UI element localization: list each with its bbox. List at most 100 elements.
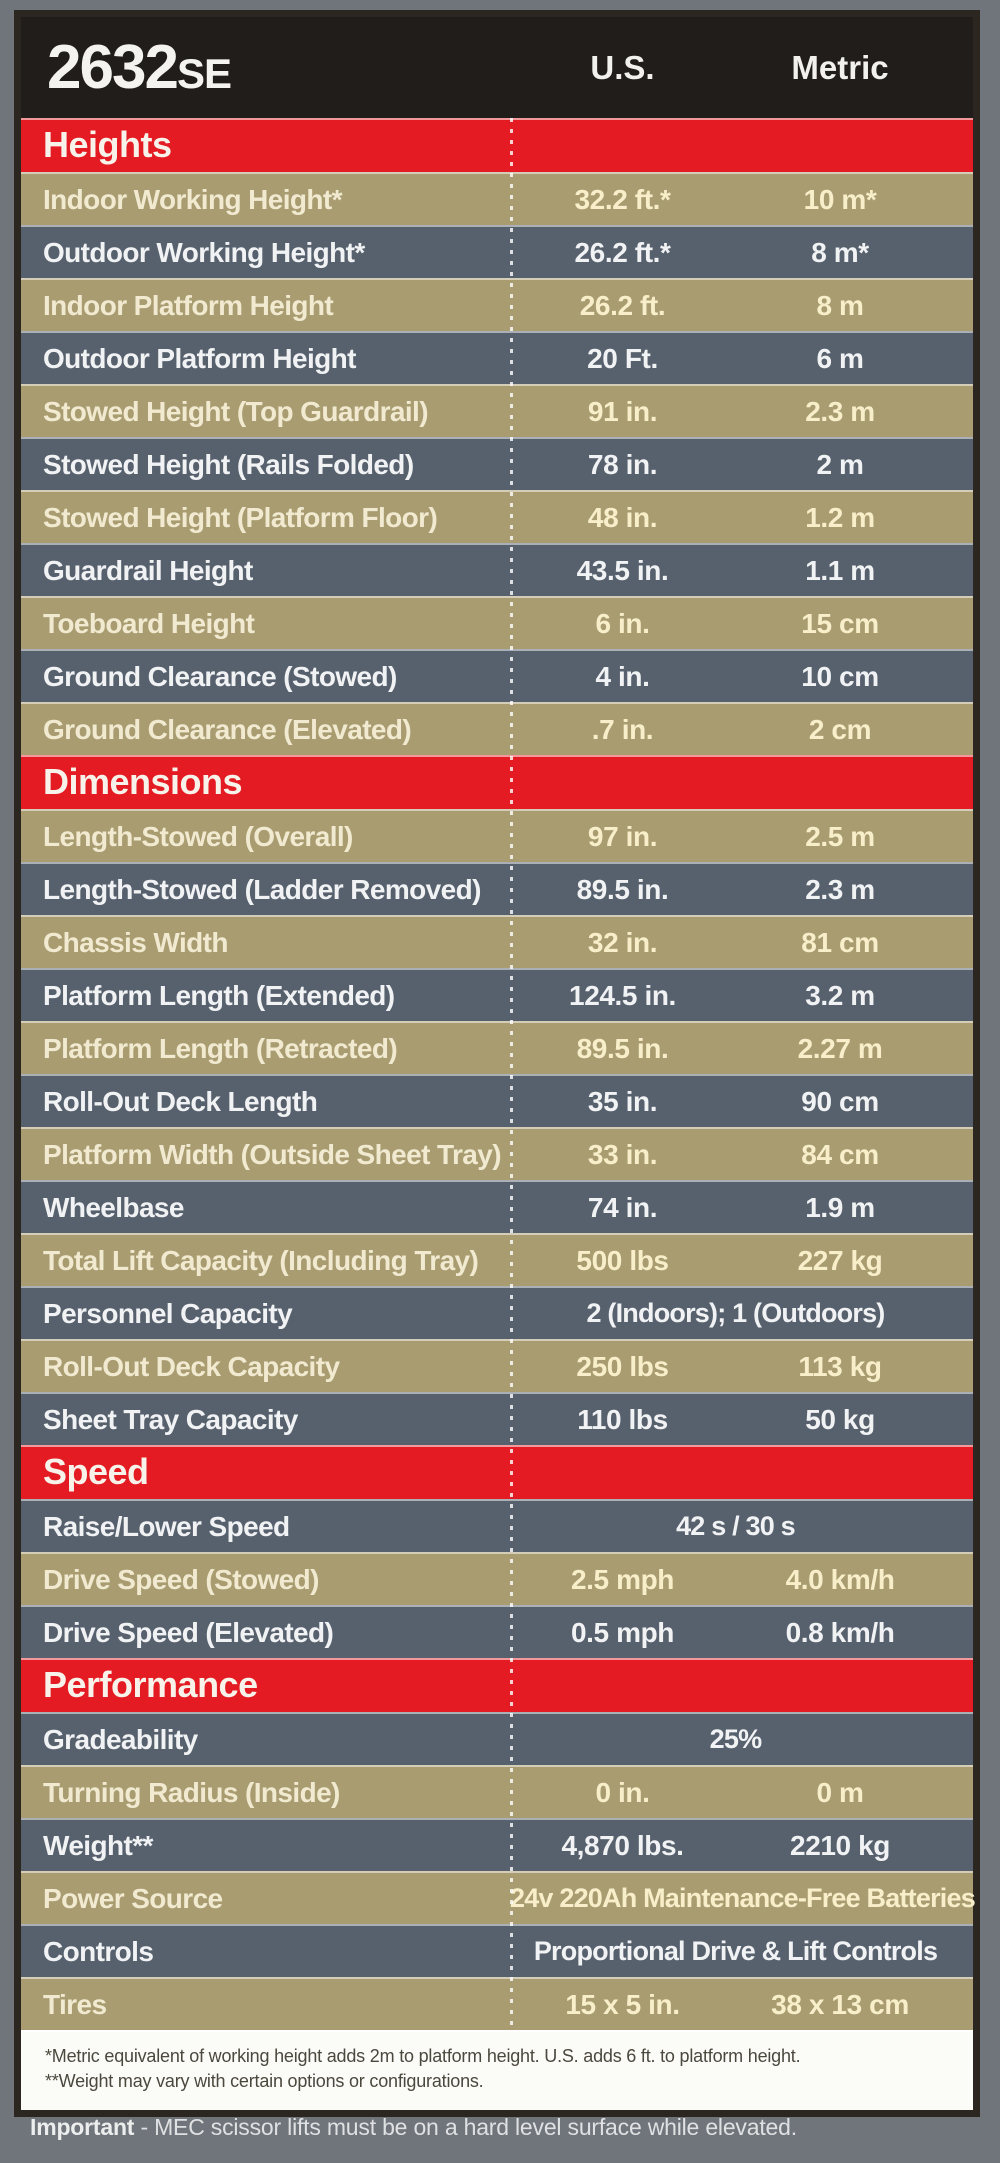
combined-value: 42 s / 30 s (676, 1511, 796, 1541)
us-value: 0 in. (595, 1776, 650, 1808)
spec-label: Stowed Height (Top Guardrail) (43, 395, 429, 427)
metric-value: 1.9 m (805, 1191, 875, 1223)
combined-value: Proportional Drive & Lift Controls (533, 1936, 938, 1966)
spec-label: Roll-Out Deck Length (43, 1085, 318, 1117)
metric-value: 6 m (816, 342, 864, 374)
column-header-metric: Metric (791, 48, 889, 86)
metric-value: 10 cm (801, 660, 879, 692)
spec-label: Stowed Height (Rails Folded) (43, 448, 414, 480)
combined-value: 2 (Indoors); 1 (Outdoors) (586, 1298, 886, 1328)
spec-label: Gradeability (43, 1723, 198, 1755)
us-value: 35 in. (587, 1085, 658, 1117)
metric-value: 2.5 m (805, 820, 875, 852)
footnote-working-height: *Metric equivalent of working height add… (45, 2046, 801, 2066)
us-value: 250 lbs (576, 1350, 669, 1382)
metric-value: 84 cm (801, 1138, 879, 1170)
metric-value: 0 m (816, 1776, 864, 1808)
column-header-us: U.S. (590, 48, 655, 86)
spec-label: Platform Length (Retracted) (43, 1032, 398, 1064)
footnote-weight: **Weight may vary with certain options o… (45, 2071, 484, 2092)
metric-value: 2.27 m (797, 1032, 883, 1064)
spec-label: Platform Length (Extended) (43, 979, 395, 1011)
spec-row: Raise/Lower Speed 42 s / 30 s (21, 1499, 973, 1552)
metric-value: 2210 kg (790, 1829, 890, 1861)
us-value: 6 in. (595, 607, 650, 639)
spec-row: Chassis Width 32 in. 81 cm (21, 915, 973, 968)
spec-row: Total Lift Capacity (Including Tray) 500 … (21, 1233, 973, 1286)
spec-row: Ground Clearance (Elevated) .7 in. 2 cm (21, 702, 973, 755)
us-value: 124.5 in. (569, 979, 676, 1011)
spec-row: Platform Length (Retracted) 89.5 in. 2.27 … (21, 1021, 973, 1074)
metric-value: 113 kg (798, 1350, 882, 1382)
spec-label: Power Source (43, 1882, 223, 1914)
metric-value: 50 kg (805, 1403, 875, 1435)
metric-value: 1.2 m (805, 501, 875, 533)
spec-row: Indoor Platform Height 26.2 ft. 8 m (21, 278, 973, 331)
spec-label: Sheet Tray Capacity (43, 1403, 298, 1435)
metric-value: 4.0 km/h (785, 1563, 895, 1595)
spec-row: Gradeability 25% (21, 1712, 973, 1765)
important-note: Important - MEC scissor lifts must be on… (30, 2114, 797, 2141)
us-value: 91 in. (587, 395, 658, 427)
important-text: - MEC scissor lifts must be on a hard le… (140, 2114, 797, 2140)
us-value: 15 x 5 in. (565, 1988, 680, 2020)
section-header-performance: Performance (21, 1658, 973, 1712)
important-label: Important (30, 2114, 135, 2140)
us-value: 43.5 in. (576, 554, 669, 586)
us-value: 32.2 ft.* (574, 183, 671, 215)
spec-row: Tires 15 x 5 in. 38 x 13 cm (21, 1977, 973, 2030)
spec-label: Indoor Working Height* (43, 183, 343, 215)
metric-value: 8 m (816, 289, 864, 321)
us-value: 500 lbs (576, 1244, 669, 1276)
spec-label: Outdoor Working Height* (43, 236, 365, 268)
spec-label: Turning Radius (Inside) (43, 1776, 340, 1808)
spec-row: Controls Proportional Drive & Lift Contro… (21, 1924, 973, 1977)
spec-label: Platform Width (Outside Sheet Tray) (43, 1138, 502, 1170)
spec-label: Length-Stowed (Ladder Removed) (43, 873, 481, 905)
metric-value: 2.3 m (805, 873, 875, 905)
us-value: 33 in. (587, 1138, 658, 1170)
spec-row: Outdoor Platform Height 20 Ft. 6 m (21, 331, 973, 384)
spec-row: Length-Stowed (Ladder Removed) 89.5 in. 2.… (21, 862, 973, 915)
spec-row: Toeboard Height 6 in. 15 cm (21, 596, 973, 649)
us-value: 32 in. (587, 926, 658, 958)
spec-label: Wheelbase (43, 1191, 184, 1223)
spec-row: Platform Length (Extended) 124.5 in. 3.2 m (21, 968, 973, 1021)
spec-label: Length-Stowed (Overall) (43, 820, 353, 852)
model-title: 2632SE (21, 32, 510, 103)
us-value: 20 Ft. (587, 342, 658, 374)
spec-row: Stowed Height (Rails Folded) 78 in. 2 m (21, 437, 973, 490)
spec-row: Roll-Out Deck Capacity 250 lbs 113 kg (21, 1339, 973, 1392)
us-value: 89.5 in. (576, 1032, 669, 1064)
spec-label: Toeboard Height (43, 607, 255, 639)
spec-label: Guardrail Height (43, 554, 253, 586)
spec-label: Outdoor Platform Height (43, 342, 356, 374)
table-body: Heights Indoor Working Height* 32.2 ft.* 10… (21, 118, 976, 2030)
spec-label: Raise/Lower Speed (43, 1510, 290, 1542)
spec-label: Drive Speed (Elevated) (43, 1616, 334, 1648)
metric-value: 81 cm (801, 926, 879, 958)
us-value: .7 in. (591, 713, 654, 745)
metric-value: 15 cm (801, 607, 879, 639)
us-value: 97 in. (587, 820, 658, 852)
spec-label: Weight** (43, 1829, 153, 1861)
section-header-heights: Heights (21, 118, 973, 172)
us-value: 2.5 mph (570, 1563, 674, 1595)
spec-label: Personnel Capacity (43, 1297, 293, 1329)
spec-row: Sheet Tray Capacity 110 lbs 50 kg (21, 1392, 973, 1445)
metric-value: 90 cm (801, 1085, 879, 1117)
spec-label: Ground Clearance (Elevated) (43, 713, 412, 745)
spec-label: Total Lift Capacity (Including Tray) (43, 1244, 479, 1276)
metric-value: 38 x 13 cm (771, 1988, 909, 2020)
spec-row: Indoor Working Height* 32.2 ft.* 10 m* (21, 172, 973, 225)
spec-row: Turning Radius (Inside) 0 in. 0 m (21, 1765, 973, 1818)
spec-row: Wheelbase 74 in. 1.9 m (21, 1180, 973, 1233)
spec-row: Length-Stowed (Overall) 97 in. 2.5 m (21, 809, 973, 862)
spec-row: Stowed Height (Platform Floor) 48 in. 1.2 … (21, 490, 973, 543)
spec-table: 2632SE U.S. Metric Heights Indoor Working… (14, 10, 980, 2118)
spec-label: Drive Speed (Stowed) (43, 1563, 319, 1595)
table-header: 2632SE U.S. Metric (21, 17, 973, 118)
us-value: 48 in. (587, 501, 658, 533)
us-value: 74 in. (587, 1191, 658, 1223)
